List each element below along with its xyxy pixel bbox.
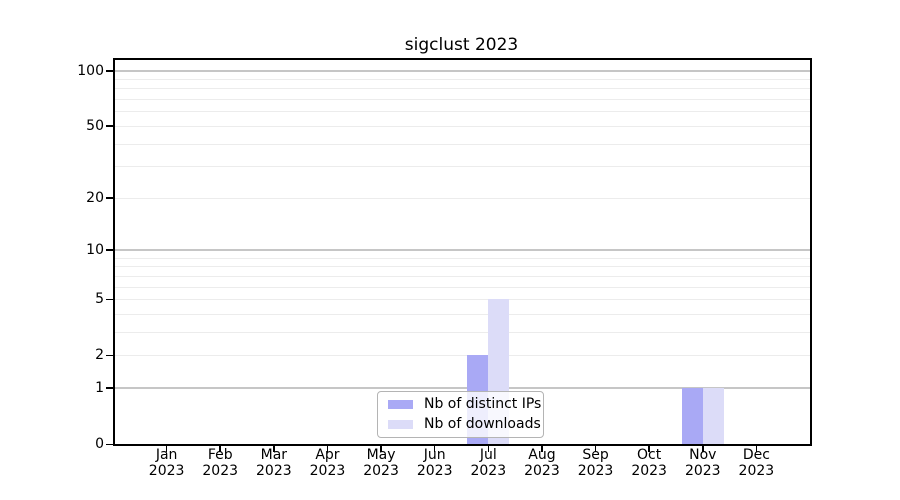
- gridline-minor-30: [114, 166, 810, 168]
- gridline-minor-9: [114, 257, 810, 259]
- gridline-minor-90: [114, 79, 810, 81]
- x-tick-oct: [648, 445, 650, 452]
- gridline-minor-4: [114, 313, 810, 315]
- x-tick-mar: [273, 445, 275, 452]
- x-tick-label-dec: Dec 2023: [738, 447, 775, 479]
- x-tick-label-sep: Sep 2023: [577, 447, 614, 479]
- legend-swatch-distinct-ips: [388, 400, 413, 409]
- bar-nov-downloads: [702, 387, 724, 444]
- gridline-minor-70: [114, 99, 810, 101]
- y-tick-2: [106, 354, 113, 357]
- x-tick-sep: [594, 445, 597, 452]
- gridline-minor-50: [114, 125, 810, 127]
- y-tick-1: [106, 387, 113, 389]
- y-tick-label-100: 100: [77, 62, 104, 79]
- y-tick-label-10: 10: [86, 241, 104, 258]
- legend-label-downloads: Nb of downloads: [424, 416, 541, 432]
- gridline-minor-8: [114, 266, 810, 268]
- gridline-minor-2: [114, 355, 810, 357]
- gridline-minor-7: [114, 275, 810, 277]
- plot-border-bottom: [113, 444, 812, 446]
- x-tick-label-jul: Jul 2023: [470, 447, 507, 479]
- gridline-minor-40: [114, 143, 810, 145]
- y-tick-label-20: 20: [86, 189, 104, 206]
- y-tick-label-1: 1: [95, 379, 104, 396]
- gridline-minor-3: [114, 331, 810, 333]
- x-tick-may: [380, 445, 382, 452]
- y-tick-label-0: 0: [95, 436, 104, 452]
- gridline-minor-6: [114, 286, 810, 288]
- gridline-minor-20: [114, 197, 810, 199]
- legend-label-distinct-ips: Nb of distinct IPs: [424, 396, 542, 412]
- x-tick-label-feb: Feb 2023: [202, 447, 239, 479]
- y-tick-10: [106, 249, 113, 251]
- chart-title: sigclust 2023: [404, 35, 519, 55]
- y-tick-50: [106, 125, 113, 127]
- x-tick-label-nov: Nov 2023: [684, 447, 721, 479]
- x-tick-aug: [541, 445, 543, 452]
- x-tick-label-jan: Jan 2023: [148, 447, 185, 479]
- legend-item-downloads: Nb of downloads: [386, 416, 541, 433]
- x-tick-label-jun: Jun 2023: [416, 447, 453, 479]
- gridline-major-1: [114, 387, 810, 389]
- bar-nov-distinct-ips: [681, 387, 703, 444]
- x-tick-nov: [702, 445, 704, 452]
- legend: Nb of distinct IPs Nb of downloads: [377, 391, 544, 438]
- x-tick-label-oct: Oct 2023: [631, 447, 667, 479]
- gridline-minor-5: [114, 299, 810, 301]
- x-tick-dec: [755, 445, 758, 452]
- legend-item-distinct-ips: Nb of distinct IPs: [386, 396, 541, 413]
- x-tick-jul: [487, 445, 490, 452]
- plot-border-left: [113, 58, 115, 444]
- x-tick-label-mar: Mar 2023: [256, 447, 292, 479]
- x-tick-label-apr: Apr 2023: [309, 447, 346, 479]
- y-tick-0: [106, 443, 113, 445]
- y-tick-20: [106, 197, 113, 199]
- legend-swatch-downloads: [388, 420, 413, 429]
- x-tick-apr: [326, 445, 329, 452]
- x-tick-label-may: May 2023: [363, 447, 399, 479]
- plot-border-right: [810, 58, 812, 444]
- plot-border-top: [113, 58, 812, 60]
- y-tick-label-2: 2: [95, 347, 104, 364]
- y-tick-5: [106, 298, 113, 301]
- x-tick-label-aug: Aug 2023: [524, 447, 560, 479]
- gridline-major-10: [114, 249, 810, 251]
- x-tick-feb: [219, 445, 221, 452]
- gridline-minor-60: [114, 111, 810, 113]
- x-tick-jan: [165, 445, 168, 452]
- y-tick-100: [106, 70, 113, 72]
- gridline-minor-80: [114, 88, 810, 90]
- x-tick-jun: [433, 445, 436, 452]
- y-tick-label-50: 50: [86, 117, 104, 134]
- y-tick-label-5: 5: [95, 291, 104, 308]
- gridline-major-100: [114, 70, 810, 72]
